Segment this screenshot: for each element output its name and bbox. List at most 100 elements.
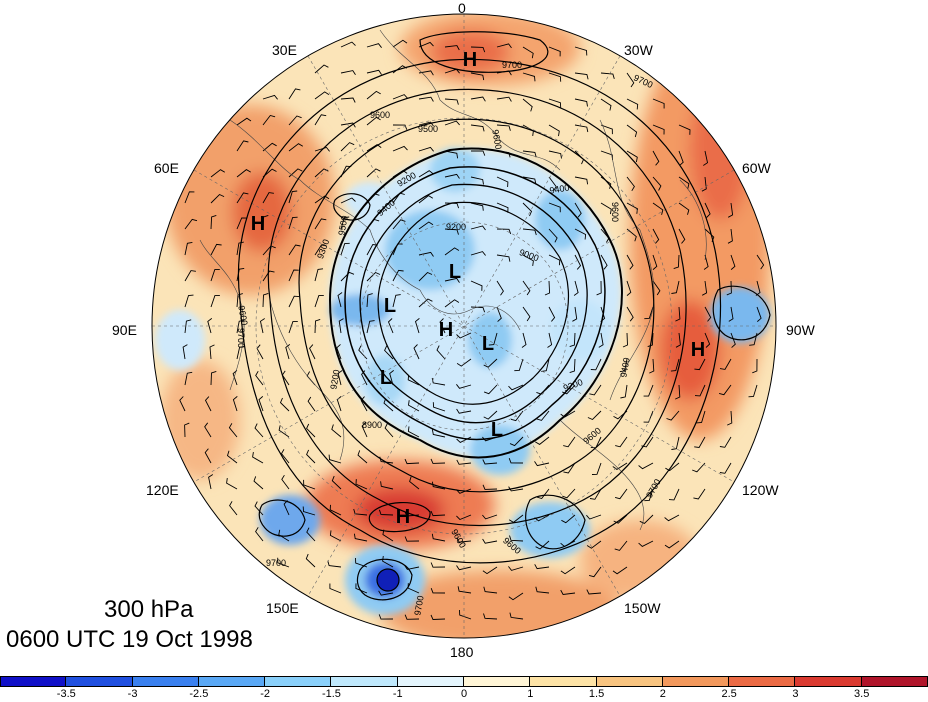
wind-barb (288, 320, 298, 334)
wind-barb (366, 90, 381, 100)
wind-barb (278, 425, 290, 438)
wind-barb (288, 143, 304, 152)
wind-barb (509, 535, 524, 542)
wind-barb (586, 514, 602, 520)
wind-barb (236, 192, 249, 204)
deep-low-core (376, 568, 400, 592)
low-center: L (380, 367, 392, 389)
wind-barb (418, 251, 434, 257)
colorbar-swatch (132, 676, 199, 687)
wind-barb (522, 306, 531, 322)
wind-barb (210, 169, 226, 178)
wind-barb (649, 358, 655, 374)
wind-barb (496, 228, 512, 235)
wind-barb (418, 41, 434, 48)
wind-barb (482, 538, 498, 544)
level-title: 300 hPa (104, 596, 194, 623)
wind-barb (340, 97, 356, 103)
wind-barb (522, 150, 537, 158)
wind-barb (548, 124, 560, 137)
wind-barb (430, 458, 446, 464)
wind-barb (314, 114, 327, 126)
wind-barb (574, 98, 588, 107)
wind-barb (470, 176, 484, 185)
colorbar-swatch (0, 676, 67, 687)
wind-barb (534, 461, 550, 467)
wind-barb (693, 488, 706, 500)
wind-barb (314, 168, 329, 178)
wind-barb (278, 529, 290, 542)
wind-barb (389, 370, 394, 386)
wind-barb (366, 320, 375, 334)
wind-barb (392, 294, 401, 308)
wind-barb (457, 586, 472, 594)
wind-barb (718, 384, 732, 396)
valid-time: 0600 UTC 19 Oct 1998 (6, 626, 253, 653)
wind-barb (560, 589, 576, 595)
wind-barb (331, 475, 342, 490)
wind-barb (408, 400, 420, 412)
wind-barb (696, 410, 706, 424)
wind-barb (626, 306, 634, 322)
wind-barb (184, 294, 194, 308)
wind-barb (508, 458, 524, 464)
wind-barb (254, 423, 264, 438)
wind-barb (694, 436, 706, 448)
wind-barb (536, 488, 550, 500)
wind-barb (508, 566, 524, 571)
wind-barb (340, 142, 355, 152)
wind-barb (184, 422, 190, 438)
wind-barb (613, 514, 628, 524)
wind-barb (496, 43, 512, 49)
wind-barb (288, 190, 298, 204)
contour-label: 9700 (236, 328, 246, 348)
wind-barb (357, 450, 368, 464)
wind-barb (209, 344, 215, 360)
colorbar-swatch (265, 676, 332, 687)
colorbar-swatch (729, 676, 796, 687)
wind-barb (456, 565, 472, 571)
wind-barb (384, 423, 394, 438)
wind-barb (719, 358, 732, 370)
wind-barb (496, 202, 509, 213)
wind-barb (444, 173, 460, 179)
wind-barb (456, 514, 472, 521)
colorbar-tick-label: 1 (527, 688, 534, 700)
wind-barb (548, 176, 557, 192)
wind-barb (418, 221, 434, 230)
wind-barb (418, 271, 433, 282)
wind-barb (482, 566, 498, 575)
colorbar-swatch (397, 676, 464, 687)
wind-barb (652, 254, 658, 270)
wind-barb (496, 280, 504, 296)
wind-barb (678, 150, 684, 166)
wind-barb (288, 295, 300, 308)
wind-barb (255, 370, 264, 386)
wind-barb (262, 292, 269, 308)
wind-barb (562, 384, 576, 395)
lon-label-30e: 30E (272, 42, 297, 58)
wind-barb (353, 508, 368, 516)
colorbar-tick-label: 3 (792, 688, 799, 700)
wind-barb (574, 124, 589, 133)
wind-barb (392, 145, 408, 152)
wind-barb (496, 96, 512, 102)
wind-barb (719, 462, 732, 474)
wind-barb (366, 43, 382, 48)
wind-barb (430, 614, 446, 620)
wind-barb (262, 94, 278, 100)
wind-barb (226, 450, 238, 464)
wind-barb (482, 484, 498, 490)
wind-barb (337, 292, 343, 308)
lon-label-150e: 150E (266, 600, 299, 616)
wind-barb (535, 540, 550, 550)
wind-barb (496, 254, 511, 262)
wind-barb (382, 556, 394, 568)
wind-barb (444, 247, 460, 256)
wind-barb (184, 241, 193, 256)
wind-barb (508, 384, 524, 391)
wind-barb (229, 501, 238, 516)
wind-barb (569, 358, 576, 374)
wind-barb (534, 564, 550, 570)
wind-barb (483, 613, 498, 620)
